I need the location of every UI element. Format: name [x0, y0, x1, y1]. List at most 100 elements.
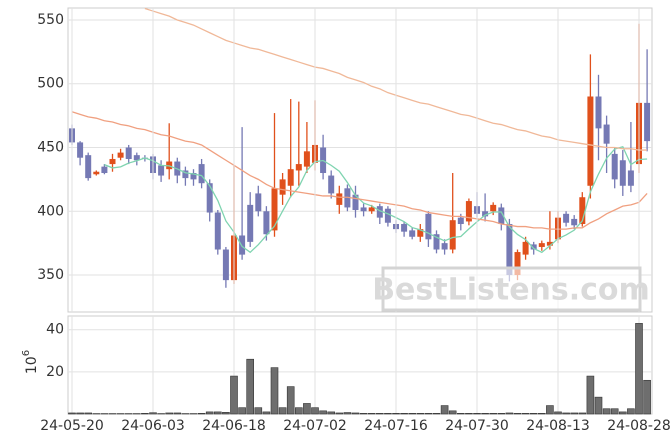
volume-bar [222, 412, 229, 414]
y-tick-label: 500 [37, 76, 64, 92]
candle-body [280, 179, 286, 194]
volume-bar [433, 413, 440, 414]
volume-bar [457, 413, 464, 414]
volume-bar [611, 409, 618, 414]
x-tick-label: 24-06-18 [202, 418, 266, 434]
volume-bar [279, 408, 286, 414]
volume-bar [206, 412, 213, 414]
watermark: BestListens.com [372, 273, 650, 308]
y-tick-label: 400 [37, 203, 64, 219]
volume-bar [587, 376, 594, 414]
candle-body [385, 209, 391, 223]
candle-body [604, 125, 610, 144]
y-tick-label: 40 [46, 322, 64, 338]
candle-body [255, 193, 261, 211]
volume-bar [231, 376, 238, 414]
volume-bar [514, 413, 521, 414]
volume-bar [77, 413, 84, 414]
candle-body [239, 235, 245, 254]
volume-bar [530, 413, 537, 414]
candle-body [199, 164, 205, 183]
volume-bar [320, 411, 327, 414]
volume-bar [401, 413, 408, 414]
x-tick-label: 24-08-28 [607, 418, 671, 434]
volume-bar [352, 413, 359, 414]
volume-bar [141, 413, 148, 414]
volume-bar [417, 413, 424, 414]
y-tick-label: 350 [37, 267, 64, 283]
volume-bar [644, 380, 651, 414]
candle-body [612, 154, 618, 180]
x-tick-label: 24-07-30 [445, 418, 509, 434]
volume-bar [627, 409, 634, 414]
candle-body [263, 211, 269, 234]
volume-bar [85, 413, 92, 414]
candle-body [288, 169, 294, 186]
volume-bar [166, 413, 173, 414]
volume-bar [303, 403, 310, 414]
volume-bar [247, 359, 254, 414]
candle-body [490, 205, 496, 211]
candle-body [223, 250, 229, 281]
x-tick-label: 24-06-03 [121, 418, 185, 434]
y-tick-label: 550 [37, 12, 64, 28]
candle-body [628, 170, 634, 185]
volume-bar [255, 408, 262, 414]
candle-body [401, 224, 407, 232]
volume-bar [376, 413, 383, 414]
x-tick-label: 24-05-20 [40, 418, 104, 434]
volume-bar [271, 368, 278, 414]
candle-body [644, 103, 650, 141]
volume-bar [490, 413, 497, 414]
plot-area [69, 9, 650, 288]
candle-body [158, 165, 164, 175]
y-label-exp: 6 [21, 350, 32, 356]
candle-body [369, 207, 375, 211]
candle-body [272, 188, 278, 230]
candle-body [442, 243, 448, 249]
candle-body [458, 218, 464, 224]
candle-body [620, 160, 626, 186]
volume-bar [409, 413, 416, 414]
candle-body [409, 230, 415, 236]
candle-body [361, 207, 367, 211]
volume-bar [336, 413, 343, 414]
volume-bar [449, 411, 456, 414]
candle-body [425, 214, 431, 240]
volume-bar [595, 397, 602, 414]
volume-bar [239, 408, 246, 414]
candle-body [596, 96, 602, 128]
volume-bar [465, 413, 472, 414]
candle-body [523, 242, 529, 255]
candle-body [328, 176, 334, 194]
x-tick-label: 24-07-02 [283, 418, 347, 434]
y-tick-label: 450 [37, 140, 64, 156]
y-axis-label: 106 [21, 350, 40, 374]
candle-body [215, 213, 221, 250]
volume-bar [563, 413, 570, 414]
volume-bar [425, 413, 432, 414]
volume-bar [214, 412, 221, 414]
candle-body [587, 96, 593, 185]
watermark-box: BestListens.com [372, 268, 650, 310]
volume-bar [474, 413, 481, 414]
volume-bar [312, 408, 319, 414]
candle-body [296, 164, 302, 170]
candle-body [126, 148, 132, 159]
volume-bar [441, 406, 448, 414]
y-tick-label: 20 [46, 364, 64, 380]
volume-bar [368, 413, 375, 414]
x-tick-label: 24-07-16 [364, 418, 428, 434]
volume-bar [344, 413, 351, 414]
volume-bar [603, 409, 610, 414]
candle-body [77, 142, 83, 157]
volume-bar [619, 412, 626, 414]
candle-body [563, 214, 569, 223]
volume-bar [538, 413, 545, 414]
volume-bar [393, 413, 400, 414]
volume-bar [506, 413, 513, 414]
volume-bar [69, 413, 76, 414]
volume-bar [384, 413, 391, 414]
x-tick-label: 24-08-13 [526, 418, 590, 434]
